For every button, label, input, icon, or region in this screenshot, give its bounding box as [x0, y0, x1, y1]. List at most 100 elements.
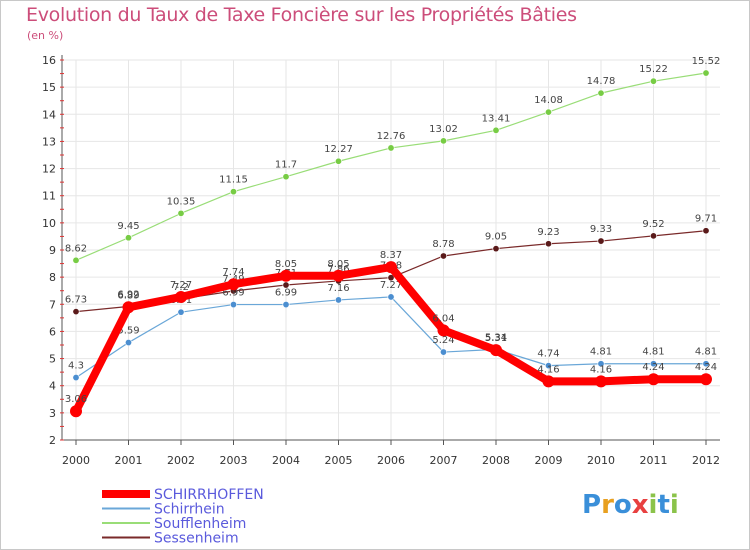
y-tick-label: 7: [49, 298, 56, 311]
data-label: 4.16: [590, 364, 612, 375]
data-label: 8.05: [327, 259, 349, 270]
data-point: [649, 360, 657, 368]
data-label: 4.24: [695, 362, 717, 373]
x-tick-label: 2004: [272, 454, 300, 467]
data-label: 15.52: [692, 56, 721, 67]
data-label: 14.08: [534, 95, 563, 106]
data-point: [230, 301, 238, 309]
data-point: [492, 245, 500, 253]
data-point: [177, 209, 185, 217]
data-point: [72, 308, 80, 316]
x-tick-label: 2008: [482, 454, 510, 467]
logo-letter: x: [631, 490, 649, 520]
data-point: [334, 157, 342, 165]
y-tick-labels: 2 3 4 5 6 7 8 9 10 11 12 13 14 15 16: [42, 54, 56, 447]
axes: [60, 55, 720, 445]
y-tick-label: 12: [42, 163, 56, 176]
data-label: 12.27: [324, 144, 353, 155]
series-group: 6.736.927.27.497.717.867.988.789.059.239…: [65, 56, 721, 418]
data-label: 8.37: [380, 250, 402, 261]
y-tick-label: 4: [49, 380, 56, 393]
data-point: [385, 261, 397, 274]
y-tick-label: 9: [49, 244, 56, 257]
data-label: 5.24: [432, 335, 454, 346]
x-tick-labels: 2000 2001 2002 2003 2004 2005 2006 2007 2008 2009…: [62, 454, 720, 467]
y-tick-label: 8: [49, 271, 56, 284]
logo-letter: i: [669, 490, 679, 520]
data-label: 4.74: [537, 349, 559, 360]
x-tick-label: 2011: [640, 454, 668, 467]
data-point: [702, 227, 710, 235]
data-point: [490, 344, 502, 357]
data-label: 7.86: [327, 264, 349, 275]
data-point: [702, 69, 710, 77]
data-point: [649, 232, 657, 240]
data-label: 7.27: [380, 280, 402, 291]
x-tick-label: 2002: [167, 454, 195, 467]
data-point: [595, 375, 607, 388]
data-point: [387, 274, 395, 282]
data-point: [282, 301, 290, 309]
data-label: 6.73: [65, 295, 87, 306]
data-point: [439, 137, 447, 145]
data-point: [72, 374, 80, 382]
data-label: 6.04: [432, 313, 454, 324]
data-label: 11.7: [275, 160, 297, 171]
data-point: [649, 77, 657, 85]
x-tick-label: 2012: [692, 454, 720, 467]
x-tick-label: 2000: [62, 454, 90, 467]
logo-letter: t: [657, 490, 670, 520]
data-point: [227, 278, 240, 291]
data-point: [702, 360, 710, 368]
data-label: 9.05: [485, 232, 507, 243]
logo-letter: o: [613, 490, 632, 520]
data-label: 13.02: [429, 124, 458, 135]
x-tick-label: 2003: [220, 454, 248, 467]
data-label: 9.45: [117, 221, 139, 232]
data-point: [230, 188, 238, 196]
data-label: 4.24: [642, 362, 664, 373]
chart-title: Evolution du Taux de Taxe Foncière sur l…: [26, 4, 577, 26]
y-tick-label: 2: [49, 434, 56, 447]
data-label: 15.22: [639, 64, 668, 75]
legend-item-schirrhoffen: SCHIRRHOFFEN: [102, 487, 264, 503]
y-tick-label: 3: [49, 407, 56, 420]
data-point: [282, 173, 290, 181]
data-point: [334, 296, 342, 304]
data-point: [597, 89, 605, 97]
data-label: 6.99: [275, 288, 297, 299]
logo-letter: r: [601, 490, 614, 520]
y-tick-label: 10: [42, 217, 56, 230]
series-schirrhein: 4.35.596.716.996.997.167.275.245.344.744…: [68, 280, 717, 382]
data-label: 7.74: [222, 267, 244, 278]
data-label: 4.81: [642, 347, 664, 358]
legend-item-schirrhein: Schirrhein: [102, 502, 225, 518]
data-label: 12.76: [377, 131, 406, 142]
data-point: [387, 293, 395, 301]
data-label: 4.81: [590, 347, 612, 358]
data-point: [387, 144, 395, 152]
data-label: 5.34: [485, 332, 507, 343]
data-label: 9.33: [590, 224, 612, 235]
legend-label: Sessenheim: [154, 531, 239, 547]
data-point: [492, 126, 500, 134]
data-label: 5.59: [117, 326, 139, 337]
data-label: 14.78: [587, 76, 616, 87]
data-label: 10.35: [167, 196, 196, 207]
data-label: 4.3: [68, 361, 84, 372]
x-tick-label: 2009: [535, 454, 563, 467]
data-point: [437, 324, 450, 337]
legend: SCHIRRHOFFENSchirrheinSoufflenheimSessen…: [102, 487, 264, 547]
data-label: 13.41: [482, 113, 511, 124]
data-label: 8.05: [275, 259, 297, 270]
data-label: 7.27: [170, 280, 192, 291]
chart-subtitle: (en %): [27, 29, 64, 42]
data-point: [175, 290, 187, 303]
data-label: 6.99: [222, 288, 244, 299]
x-tick-label: 2005: [325, 454, 353, 467]
y-tick-label: 11: [42, 190, 56, 203]
legend-label: Soufflenheim: [154, 516, 246, 532]
data-label: 4.16: [537, 364, 559, 375]
data-label: 8.78: [432, 239, 454, 250]
legend-item-sessenheim: Sessenheim: [102, 531, 239, 547]
